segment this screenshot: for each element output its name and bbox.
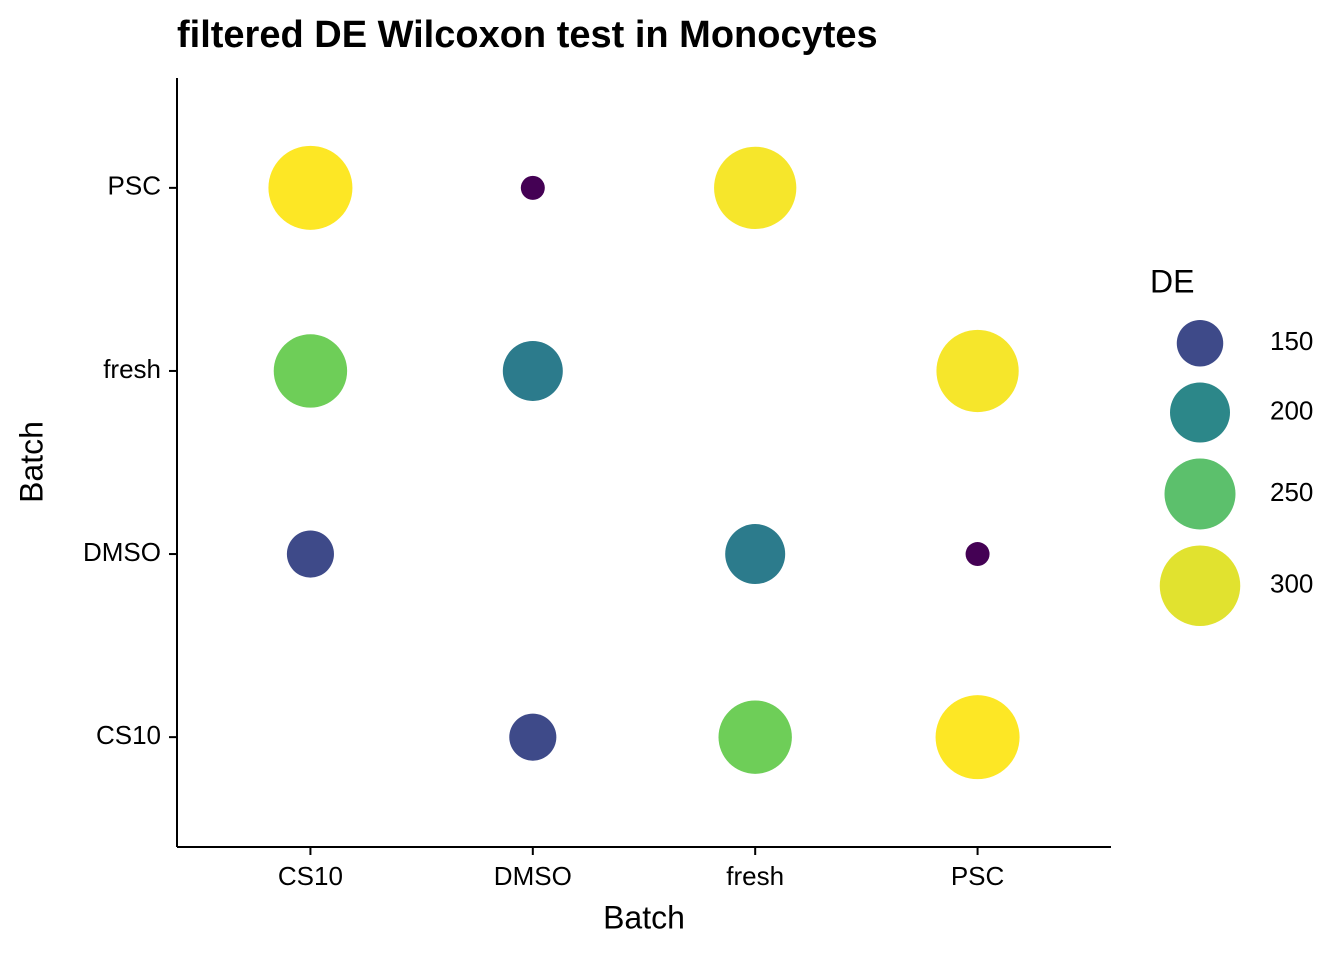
y-axis-title: Batch [13, 421, 49, 503]
legend-label: 300 [1270, 569, 1313, 599]
bubble [718, 700, 792, 774]
bubble [520, 175, 545, 200]
legend-label: 150 [1270, 326, 1313, 356]
legend-label: 250 [1270, 477, 1313, 507]
bubble [965, 542, 990, 567]
legend-title: DE [1150, 263, 1194, 299]
legend-key [1176, 320, 1224, 367]
bubble [936, 329, 1019, 413]
bubble [725, 524, 786, 585]
chart-title: filtered DE Wilcoxon test in Monocytes [177, 14, 878, 56]
bubble [286, 530, 334, 578]
x-tick-label: CS10 [278, 861, 343, 891]
legend-label: 200 [1270, 395, 1313, 425]
y-tick-label: DMSO [83, 537, 161, 567]
legend-key [1164, 458, 1236, 530]
bubble [502, 340, 563, 401]
y-tick-label: CS10 [96, 720, 161, 750]
y-tick-label: fresh [103, 354, 161, 384]
bubble [509, 713, 557, 761]
x-tick-label: PSC [951, 861, 1004, 891]
bubble [268, 145, 353, 230]
legend-key [1170, 382, 1230, 443]
x-tick-label: fresh [726, 861, 784, 891]
legend-key [1159, 545, 1241, 626]
x-tick-label: DMSO [494, 861, 572, 891]
bubble [273, 334, 348, 408]
y-tick-label: PSC [108, 171, 161, 201]
bubble [714, 146, 797, 229]
x-axis-title: Batch [603, 899, 685, 935]
bubble [935, 695, 1020, 780]
